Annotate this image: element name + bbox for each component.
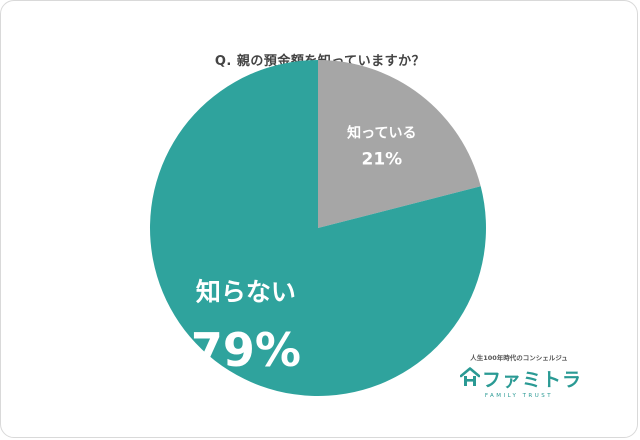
slice-value-unknown: 79% bbox=[191, 323, 301, 377]
logo-main: ファミトラ bbox=[458, 365, 583, 391]
logo-name: ファミトラ bbox=[482, 369, 583, 391]
pie-slice-known bbox=[318, 60, 481, 228]
house-icon bbox=[460, 367, 480, 386]
slice-label-known: 知っている bbox=[347, 125, 416, 142]
logo-subtitle: FAMILY TRUST bbox=[484, 393, 554, 399]
slice-value-known: 21% bbox=[361, 150, 402, 170]
logo-tagline: 人生100年時代のコンシェルジュ bbox=[470, 354, 568, 362]
pie-slice-unknown bbox=[150, 60, 487, 396]
famitra-logo: 人生100年時代のコンシェルジュ ファミトラ FAMILY TRUST bbox=[458, 352, 583, 412]
slice-label-unknown: 知らない bbox=[196, 278, 296, 307]
